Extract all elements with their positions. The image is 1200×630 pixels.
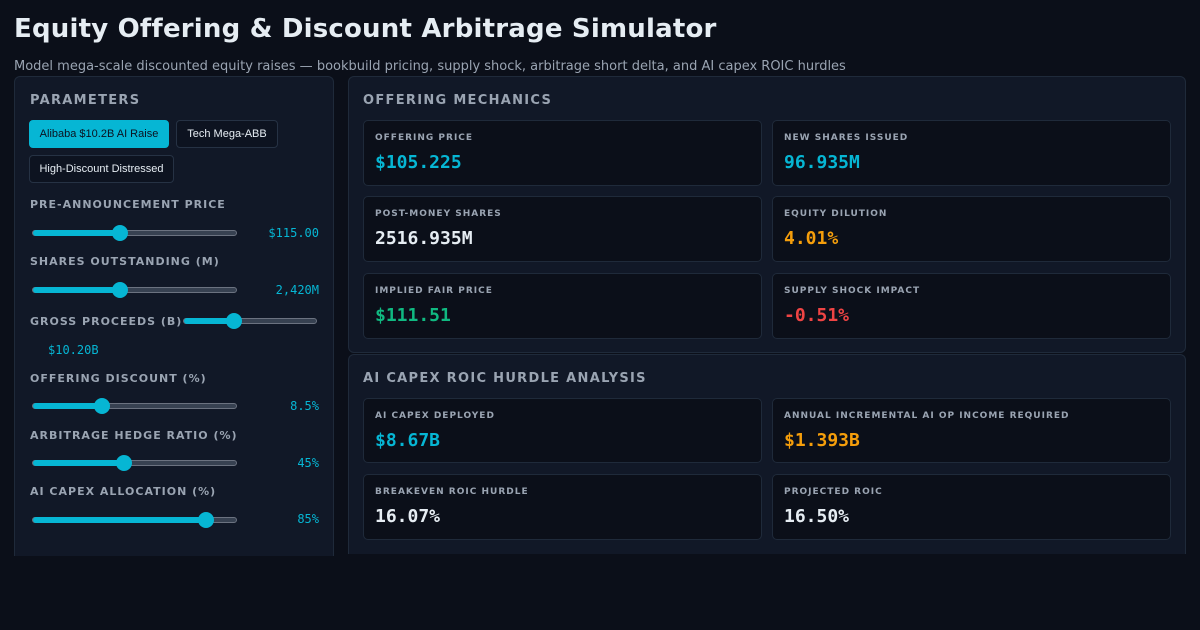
offering-discount-slider[interactable] bbox=[32, 398, 237, 414]
card-value: 16.07% bbox=[375, 506, 441, 527]
supply-shock-impact-card: SUPPLY SHOCK IMPACT -0.51% bbox=[772, 273, 1171, 339]
slider-thumb[interactable] bbox=[226, 313, 243, 329]
preset-alibaba-button[interactable]: Alibaba $10.2B AI Raise bbox=[29, 120, 169, 148]
slider-fill bbox=[184, 318, 235, 324]
gross-proceeds-label: GROSS PROCEEDS (B) bbox=[30, 315, 183, 328]
card-label: POST-MONEY SHARES bbox=[375, 209, 502, 219]
card-value: 16.50% bbox=[784, 506, 850, 527]
preset-tech-mega-abb-button[interactable]: Tech Mega-ABB bbox=[176, 120, 278, 148]
offering-discount-label: OFFERING DISCOUNT (%) bbox=[30, 372, 207, 385]
slider-thumb[interactable] bbox=[197, 512, 214, 528]
offering-price-card: OFFERING PRICE $105.225 bbox=[363, 120, 762, 186]
card-value: 2516.935M bbox=[375, 228, 473, 249]
parameters-title: PARAMETERS bbox=[30, 93, 141, 108]
slider-thumb[interactable] bbox=[112, 225, 129, 241]
card-value: 96.935M bbox=[784, 152, 860, 173]
shares-outstanding-value: 2,420M bbox=[275, 283, 319, 297]
ai-capex-roic-title: AI CAPEX ROIC HURDLE ANALYSIS bbox=[363, 371, 647, 386]
shares-outstanding-label: SHARES OUTSTANDING (M) bbox=[30, 255, 220, 268]
projected-roic-card: PROJECTED ROIC 16.50% bbox=[772, 474, 1171, 540]
card-value: 4.01% bbox=[784, 228, 839, 249]
gross-proceeds-value: $10.20B bbox=[48, 343, 99, 357]
annual-op-income-required-card: ANNUAL INCREMENTAL AI OP INCOME REQUIRED… bbox=[772, 398, 1171, 463]
card-value: $1.393B bbox=[784, 430, 860, 451]
ai-capex-allocation-slider[interactable] bbox=[32, 512, 237, 528]
pre-announcement-price-label: PRE-ANNOUNCEMENT PRICE bbox=[30, 198, 226, 211]
new-shares-issued-card: NEW SHARES ISSUED 96.935M bbox=[772, 120, 1171, 186]
ai-capex-deployed-card: AI CAPEX DEPLOYED $8.67B bbox=[363, 398, 762, 463]
card-value: $111.51 bbox=[375, 305, 451, 326]
pre-announcement-price-slider[interactable] bbox=[32, 225, 237, 241]
card-value: $105.225 bbox=[375, 152, 462, 173]
preset-high-discount-button[interactable]: High-Discount Distressed bbox=[29, 155, 174, 183]
page-subtitle: Model mega-scale discounted equity raise… bbox=[14, 59, 846, 74]
hedge-ratio-slider[interactable] bbox=[32, 455, 237, 471]
shares-outstanding-slider[interactable] bbox=[32, 282, 237, 298]
card-label: EQUITY DILUTION bbox=[784, 209, 888, 219]
card-value: -0.51% bbox=[784, 305, 850, 326]
card-label: OFFERING PRICE bbox=[375, 133, 474, 143]
breakeven-roic-hurdle-card: BREAKEVEN ROIC HURDLE 16.07% bbox=[363, 474, 762, 540]
ai-capex-roic-panel: AI CAPEX ROIC HURDLE ANALYSIS AI CAPEX D… bbox=[348, 354, 1186, 554]
slider-fill bbox=[33, 230, 121, 236]
implied-fair-price-card: IMPLIED FAIR PRICE $111.51 bbox=[363, 273, 762, 339]
slider-fill bbox=[33, 287, 121, 293]
card-label: SUPPLY SHOCK IMPACT bbox=[784, 286, 921, 296]
card-label: IMPLIED FAIR PRICE bbox=[375, 286, 493, 296]
card-label: AI CAPEX DEPLOYED bbox=[375, 411, 495, 421]
page-title: Equity Offering & Discount Arbitrage Sim… bbox=[14, 14, 717, 44]
parameters-panel: PARAMETERS Alibaba $10.2B AI Raise Tech … bbox=[14, 76, 334, 556]
card-label: PROJECTED ROIC bbox=[784, 487, 883, 497]
slider-fill bbox=[33, 517, 206, 523]
card-label: BREAKEVEN ROIC HURDLE bbox=[375, 487, 529, 497]
card-label: NEW SHARES ISSUED bbox=[784, 133, 909, 143]
ai-capex-allocation-value: 85% bbox=[297, 512, 319, 526]
slider-thumb[interactable] bbox=[112, 282, 129, 298]
post-money-shares-card: POST-MONEY SHARES 2516.935M bbox=[363, 196, 762, 262]
equity-dilution-card: EQUITY DILUTION 4.01% bbox=[772, 196, 1171, 262]
card-value: $8.67B bbox=[375, 430, 441, 451]
offering-mechanics-panel: OFFERING MECHANICS OFFERING PRICE $105.2… bbox=[348, 76, 1186, 353]
slider-thumb[interactable] bbox=[116, 455, 133, 471]
pre-announcement-price-value: $115.00 bbox=[268, 226, 319, 240]
hedge-ratio-value: 45% bbox=[297, 456, 319, 470]
slider-thumb[interactable] bbox=[94, 398, 111, 414]
ai-capex-allocation-label: AI CAPEX ALLOCATION (%) bbox=[30, 485, 217, 498]
hedge-ratio-label: ARBITRAGE HEDGE RATIO (%) bbox=[30, 429, 238, 442]
slider-fill bbox=[33, 460, 125, 466]
offering-mechanics-title: OFFERING MECHANICS bbox=[363, 93, 553, 108]
card-label: ANNUAL INCREMENTAL AI OP INCOME REQUIRED bbox=[784, 411, 1070, 421]
slider-fill bbox=[33, 403, 103, 409]
gross-proceeds-slider[interactable] bbox=[183, 313, 317, 329]
offering-discount-value: 8.5% bbox=[290, 399, 319, 413]
